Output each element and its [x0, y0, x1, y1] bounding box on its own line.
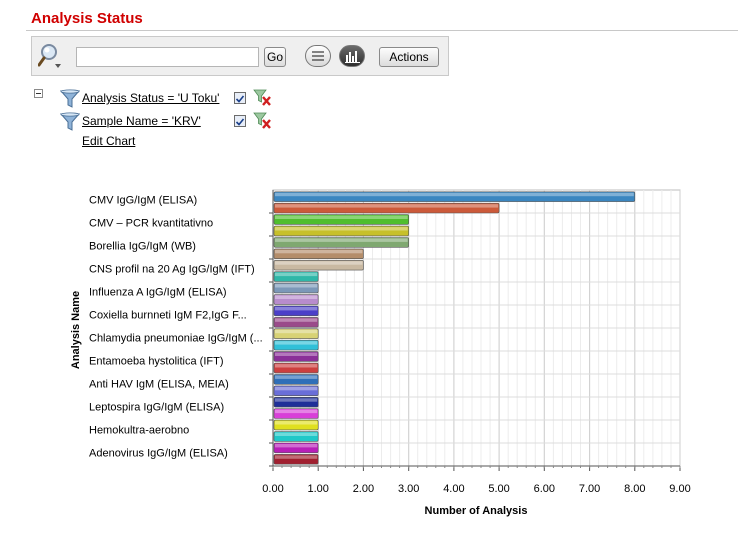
y-category-label: Influenza A IgG/IgM (ELISA) [89, 287, 227, 299]
y-category-label: Adenovirus IgG/IgM (ELISA) [89, 448, 228, 460]
y-category-label: Leptospira IgG/IgM (ELISA) [89, 402, 224, 414]
chart-bar-highlight [275, 284, 318, 288]
chart-bar [273, 385, 319, 396]
x-tick-label: 8.00 [624, 483, 645, 495]
chart-bar-highlight [275, 364, 318, 368]
x-tick-label: 1.00 [307, 483, 328, 495]
x-tick-label: 2.00 [353, 483, 374, 495]
search-icon[interactable] [37, 42, 64, 70]
filter-enabled-checkbox[interactable] [234, 92, 246, 104]
x-tick-label: 7.00 [579, 483, 600, 495]
x-tick-label: 4.00 [443, 483, 464, 495]
actions-button[interactable]: Actions [379, 47, 439, 67]
chart-bar-highlight [275, 409, 318, 414]
filter-funnel-icon [59, 89, 81, 112]
x-axis-title: Number of Analysis [425, 505, 528, 517]
go-button[interactable]: Go [264, 47, 286, 67]
filter-label[interactable]: Analysis Status = 'U Toku' [82, 91, 220, 105]
chart-bar [273, 202, 500, 214]
chart-bar-highlight [275, 318, 318, 322]
y-category-label: CMV IgG/IgM (ELISA) [89, 195, 197, 207]
chart-bar-highlight [275, 215, 408, 219]
y-category-label: Borellia IgG/IgM (WB) [89, 241, 196, 253]
chart-bar-highlight [275, 432, 318, 436]
filter-funnel-icon [59, 112, 81, 135]
check-icon [235, 95, 245, 103]
filter-label[interactable]: Sample Name = 'KRV' [82, 114, 201, 128]
title-divider [26, 30, 738, 31]
bar-chart-icon [345, 51, 360, 63]
chart-bar-highlight [275, 329, 318, 334]
edit-chart-link[interactable]: Edit Chart [82, 134, 136, 148]
remove-filter-icon[interactable] [253, 89, 273, 110]
y-category-label: Anti HAV IgM (ELISA, MEIA) [89, 379, 229, 391]
x-tick-label: 5.00 [488, 483, 509, 495]
chart-bar-highlight [275, 341, 318, 345]
chart-bar [273, 374, 319, 385]
chart-bar [273, 259, 364, 271]
chart-bar-highlight [275, 272, 318, 277]
chart-bar-highlight [275, 261, 363, 265]
chart-bar-highlight [275, 398, 318, 402]
chart-bar-highlight [275, 375, 318, 379]
chart-bar [273, 454, 319, 465]
x-tick-label: 3.00 [398, 483, 419, 495]
chart-bar-highlight [275, 295, 318, 299]
y-category-label: Hemokultra-aerobno [89, 425, 189, 437]
chart-bar-highlight [275, 204, 499, 208]
search-toolbar: Go Actions [31, 36, 449, 76]
chart-bar-highlight [275, 421, 318, 425]
remove-filter-icon[interactable] [253, 112, 273, 133]
y-category-label: Coxiella burnneti IgM F2,IgG F... [89, 310, 247, 322]
chart-bar [273, 305, 319, 317]
chart-bar [273, 442, 319, 454]
chart-bar [273, 191, 636, 202]
chart-bar-highlight [275, 192, 634, 197]
x-tick-label: 6.00 [534, 483, 555, 495]
chart-bar [273, 396, 319, 408]
chart-bar [273, 351, 319, 362]
chart-bar [273, 214, 409, 225]
chart-bar-highlight [275, 238, 408, 242]
chart-bar [273, 271, 319, 282]
report-view-toggle[interactable] [305, 45, 331, 67]
chart-bar [273, 317, 319, 328]
chart-view-toggle[interactable] [339, 45, 365, 67]
chart-bar [273, 294, 319, 305]
chart-bar [273, 339, 319, 351]
chart-bar [273, 419, 319, 431]
page-title: Analysis Status [31, 10, 143, 27]
check-icon [235, 118, 245, 126]
y-axis-title: Analysis Name [70, 291, 82, 369]
chart-bar [273, 328, 319, 339]
chart-bar [273, 225, 409, 237]
chart-bar-highlight [275, 227, 408, 231]
chart-bar [273, 362, 319, 374]
y-category-label: Entamoeba hystolitica (IFT) [89, 356, 224, 368]
chart-bar [273, 408, 319, 419]
collapse-filters-icon[interactable] [34, 89, 43, 98]
x-tick-label: 9.00 [669, 483, 690, 495]
chart-bar [273, 431, 319, 442]
chart-bar [273, 248, 364, 259]
x-tick-label: 0.00 [262, 483, 283, 495]
search-input[interactable] [76, 47, 259, 67]
chart-bar [273, 237, 409, 248]
chart-bar-highlight [275, 455, 318, 459]
chart-bar-highlight [275, 307, 318, 311]
chart-bar-highlight [275, 352, 318, 356]
list-icon [312, 51, 324, 61]
chart-bar-highlight [275, 386, 318, 391]
filter-enabled-checkbox[interactable] [234, 115, 246, 127]
chart-bar-highlight [275, 249, 363, 254]
y-category-label: CNS profil na 20 Ag IgG/IgM (IFT) [89, 264, 255, 276]
y-category-label: Chlamydia pneumoniae IgG/IgM (... [89, 333, 263, 345]
y-category-label: CMV – PCR kvantitativno [89, 218, 213, 230]
chart-bar-highlight [275, 444, 318, 448]
chart-bar [273, 282, 319, 294]
